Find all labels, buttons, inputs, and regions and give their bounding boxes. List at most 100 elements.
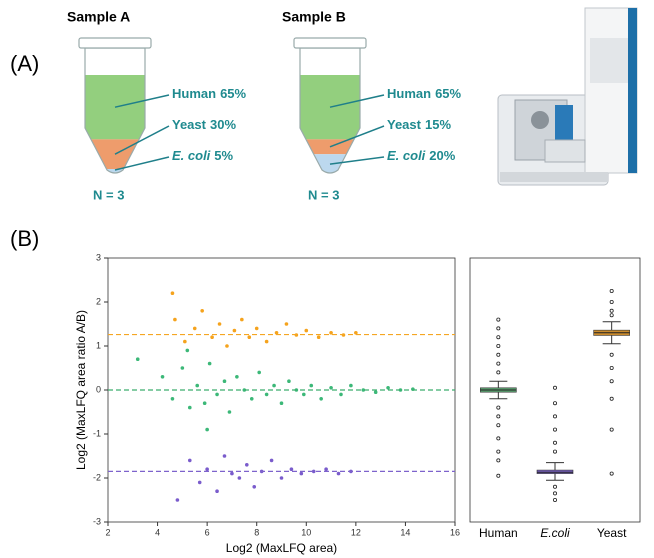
outlier [496,405,501,410]
tube-layer [85,169,145,173]
x-tick-label: 2 [105,527,110,537]
point [284,322,289,326]
point [373,390,378,395]
point [237,476,242,480]
percent: 20% [429,148,455,163]
point [227,410,232,414]
point [215,392,219,397]
point [269,458,274,463]
leader [114,156,170,171]
point [200,309,204,313]
species: Human [387,86,431,101]
point [339,392,343,397]
outlier [609,471,614,476]
outlier [553,484,558,489]
point [205,427,209,432]
species: Yeast [387,117,422,132]
point [215,489,219,494]
point [272,383,276,388]
point [202,401,207,406]
species: E. coli [387,148,426,163]
point [185,348,190,353]
outlier [553,427,558,432]
outlier [496,436,501,441]
outlier [496,370,501,375]
point [274,331,279,335]
point [217,322,222,326]
instrument [497,7,638,186]
point [192,326,197,331]
y-tick-label: -1 [93,428,101,438]
sample-size: N = 3 [93,187,124,202]
x-tick-label: 10 [301,527,311,537]
point [361,388,366,392]
leader [114,125,170,155]
outlier [496,458,501,463]
y-tick-label: 3 [96,252,101,262]
y-tick-label: 1 [96,340,101,350]
point [316,335,321,340]
layer-label: Yeast 15% [387,117,451,132]
x-tick-label: 12 [351,527,361,537]
point [170,291,175,296]
outlier [496,343,501,348]
outlier [609,396,614,401]
point [324,467,328,472]
point [249,397,254,401]
layer-label: E. coli 5% [172,148,234,163]
outlier [609,365,614,370]
outlier [609,427,614,432]
x-tick-label: 4 [155,527,160,537]
y-axis-label: Log2 (MaxLFQ area ratio A/B) [74,310,88,470]
outlier [609,313,614,318]
point [254,326,259,331]
x-tick-label: E.coli [540,526,570,540]
outlier [496,317,501,322]
x-tick-label: Human [479,526,518,540]
tube-title: Sample B [282,9,346,25]
point [183,339,187,344]
x-axis-label: Log2 (MaxLFQ area) [226,541,337,555]
point [289,467,294,472]
outlier [609,379,614,384]
panel-label: (A) [10,51,39,76]
y-tick-label: -2 [93,472,101,482]
percent: 5% [214,148,233,163]
point [170,397,175,401]
tube-outline [299,47,361,174]
point [349,383,353,388]
point [252,485,257,489]
point [232,328,237,333]
layer-label: Human 65% [172,86,247,101]
x-tick-label: 16 [450,527,460,537]
point [173,317,177,322]
outlier [609,299,614,304]
outlier [553,440,558,445]
point [247,335,252,340]
outlier [609,288,614,293]
x-tick-label: 8 [254,527,259,537]
outlier [496,352,501,357]
percent: 65% [220,86,246,101]
point [160,375,165,379]
point [279,401,284,406]
point [304,328,309,333]
tube-layer [300,139,360,155]
point [222,379,227,384]
point [329,386,333,390]
point [225,344,229,348]
tube-rim [78,37,152,49]
outlier [553,414,558,419]
point [180,366,185,370]
point [240,317,244,322]
outlier [496,449,501,454]
point [336,471,341,476]
tube-rim [293,37,367,49]
plot-frame [469,257,641,523]
point [386,386,390,390]
outlier [553,401,558,406]
y-tick-label: -3 [93,516,101,526]
outlier [553,497,558,502]
layer-label: E. coli 20% [387,148,456,163]
